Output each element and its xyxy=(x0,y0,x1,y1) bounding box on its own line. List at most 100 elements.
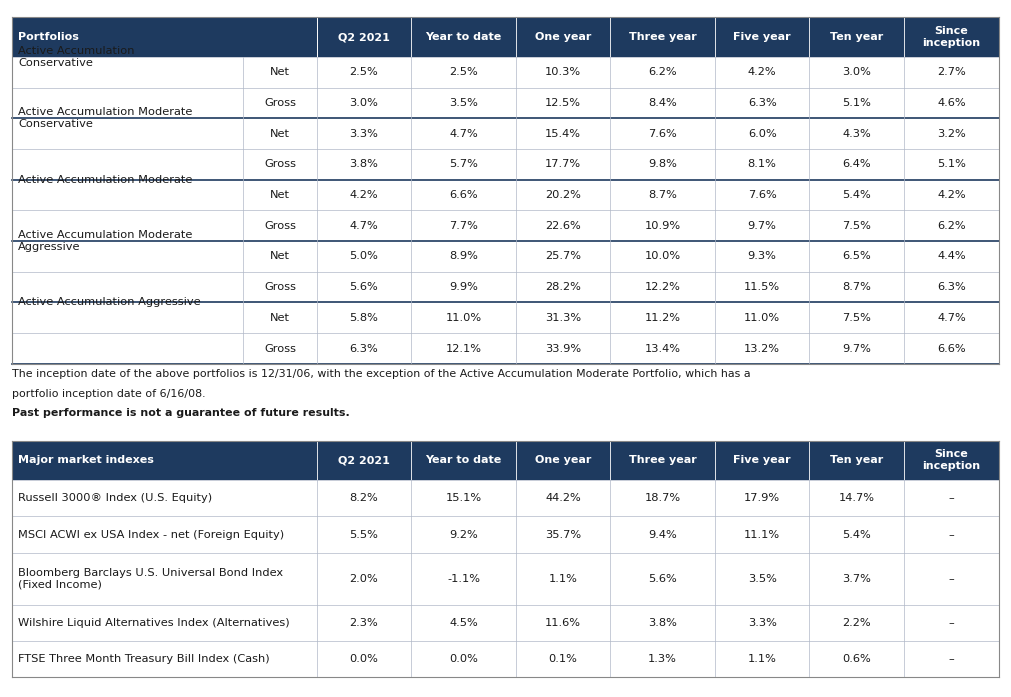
Text: 9.7%: 9.7% xyxy=(842,344,871,353)
Text: Russell 3000® Index (U.S. Equity): Russell 3000® Index (U.S. Equity) xyxy=(18,493,212,503)
Bar xyxy=(12,88,999,118)
Text: 22.6%: 22.6% xyxy=(545,221,581,231)
Text: 2.7%: 2.7% xyxy=(937,68,966,77)
Text: 8.7%: 8.7% xyxy=(842,282,871,292)
Text: 3.2%: 3.2% xyxy=(937,129,966,139)
Text: 9.9%: 9.9% xyxy=(449,282,478,292)
Text: 12.5%: 12.5% xyxy=(545,98,581,108)
Text: Net: Net xyxy=(270,252,290,261)
Text: 7.7%: 7.7% xyxy=(449,221,478,231)
Text: 35.7%: 35.7% xyxy=(545,530,581,539)
Text: 9.7%: 9.7% xyxy=(748,221,776,231)
Text: Bloomberg Barclays U.S. Universal Bond Index
(Fixed Income): Bloomberg Barclays U.S. Universal Bond I… xyxy=(18,568,283,590)
Text: 6.6%: 6.6% xyxy=(449,190,478,200)
Text: 25.7%: 25.7% xyxy=(545,252,581,261)
Text: 0.0%: 0.0% xyxy=(449,654,478,664)
Text: Five year: Five year xyxy=(733,32,791,43)
Text: Active Accumulation Moderate: Active Accumulation Moderate xyxy=(18,175,192,185)
Text: 0.1%: 0.1% xyxy=(549,654,577,664)
Text: 2.5%: 2.5% xyxy=(449,68,478,77)
Bar xyxy=(12,241,999,272)
Bar xyxy=(12,333,999,364)
Text: 5.1%: 5.1% xyxy=(937,160,966,169)
Text: 8.2%: 8.2% xyxy=(350,493,378,503)
Text: 17.9%: 17.9% xyxy=(744,493,780,503)
Text: 7.5%: 7.5% xyxy=(842,221,871,231)
Bar xyxy=(12,480,999,516)
Text: 5.7%: 5.7% xyxy=(449,160,478,169)
Text: Q2 2021: Q2 2021 xyxy=(338,32,390,43)
Text: 3.5%: 3.5% xyxy=(748,574,776,584)
Text: 17.7%: 17.7% xyxy=(545,160,581,169)
Text: 5.4%: 5.4% xyxy=(842,530,871,539)
Text: Gross: Gross xyxy=(264,344,296,353)
Bar xyxy=(12,149,999,180)
Text: Three year: Three year xyxy=(629,455,697,466)
Text: 8.1%: 8.1% xyxy=(748,160,776,169)
Text: 10.0%: 10.0% xyxy=(645,252,680,261)
Text: 1.1%: 1.1% xyxy=(549,574,577,584)
Text: 5.0%: 5.0% xyxy=(350,252,378,261)
Text: 2.3%: 2.3% xyxy=(350,618,378,628)
Text: 20.2%: 20.2% xyxy=(545,190,581,200)
Text: –: – xyxy=(948,618,954,628)
Text: Since
inception: Since inception xyxy=(922,450,981,471)
Text: The inception date of the above portfolios is 12/31/06, with the exception of th: The inception date of the above portfoli… xyxy=(12,369,751,379)
Text: 10.9%: 10.9% xyxy=(645,221,680,231)
Text: Major market indexes: Major market indexes xyxy=(18,455,154,466)
Text: 13.4%: 13.4% xyxy=(645,344,680,353)
Text: 3.3%: 3.3% xyxy=(350,129,378,139)
Text: 28.2%: 28.2% xyxy=(545,282,581,292)
Text: Q2 2021: Q2 2021 xyxy=(338,455,390,466)
Text: 7.5%: 7.5% xyxy=(842,313,871,323)
Text: 4.4%: 4.4% xyxy=(937,252,966,261)
Bar xyxy=(12,302,999,333)
Text: 5.5%: 5.5% xyxy=(350,530,378,539)
Text: 6.2%: 6.2% xyxy=(648,68,677,77)
Bar xyxy=(12,210,999,241)
Text: –: – xyxy=(948,574,954,584)
Text: 2.0%: 2.0% xyxy=(350,574,378,584)
Bar xyxy=(12,441,999,480)
Bar xyxy=(12,272,999,302)
Text: 5.4%: 5.4% xyxy=(842,190,871,200)
Text: –: – xyxy=(948,493,954,503)
Text: 11.5%: 11.5% xyxy=(744,282,780,292)
Text: Gross: Gross xyxy=(264,221,296,231)
Bar xyxy=(12,605,999,641)
Text: 3.0%: 3.0% xyxy=(350,98,378,108)
Text: 6.3%: 6.3% xyxy=(748,98,776,108)
Text: 4.2%: 4.2% xyxy=(937,190,966,200)
Text: Gross: Gross xyxy=(264,98,296,108)
Text: 5.8%: 5.8% xyxy=(350,313,378,323)
Text: Five year: Five year xyxy=(733,455,791,466)
Bar xyxy=(12,17,999,57)
Text: MSCI ACWI ex USA Index - net (Foreign Equity): MSCI ACWI ex USA Index - net (Foreign Eq… xyxy=(18,530,284,539)
Text: –: – xyxy=(948,654,954,664)
Bar xyxy=(12,57,999,88)
Text: Gross: Gross xyxy=(264,160,296,169)
Text: Portfolios: Portfolios xyxy=(18,32,79,43)
Text: 4.7%: 4.7% xyxy=(937,313,966,323)
Text: 44.2%: 44.2% xyxy=(545,493,581,503)
Text: 14.7%: 14.7% xyxy=(839,493,875,503)
Text: 3.3%: 3.3% xyxy=(748,618,776,628)
Text: 4.7%: 4.7% xyxy=(449,129,478,139)
Text: 6.3%: 6.3% xyxy=(937,282,966,292)
Text: 2.2%: 2.2% xyxy=(842,618,871,628)
Text: 6.0%: 6.0% xyxy=(748,129,776,139)
Text: 5.6%: 5.6% xyxy=(350,282,378,292)
Bar xyxy=(12,180,999,210)
Text: 4.2%: 4.2% xyxy=(748,68,776,77)
Text: 3.7%: 3.7% xyxy=(842,574,871,584)
Text: Year to date: Year to date xyxy=(426,455,501,466)
Text: Active Accumulation Moderate
Conservative: Active Accumulation Moderate Conservativ… xyxy=(18,107,192,130)
Bar xyxy=(12,118,999,149)
Text: One year: One year xyxy=(535,455,591,466)
Text: portfolio inception date of 6/16/08.: portfolio inception date of 6/16/08. xyxy=(12,389,205,399)
Text: 13.2%: 13.2% xyxy=(744,344,780,353)
Text: 1.1%: 1.1% xyxy=(748,654,776,664)
Text: -1.1%: -1.1% xyxy=(447,574,480,584)
Text: Net: Net xyxy=(270,313,290,323)
Text: 4.3%: 4.3% xyxy=(842,129,871,139)
